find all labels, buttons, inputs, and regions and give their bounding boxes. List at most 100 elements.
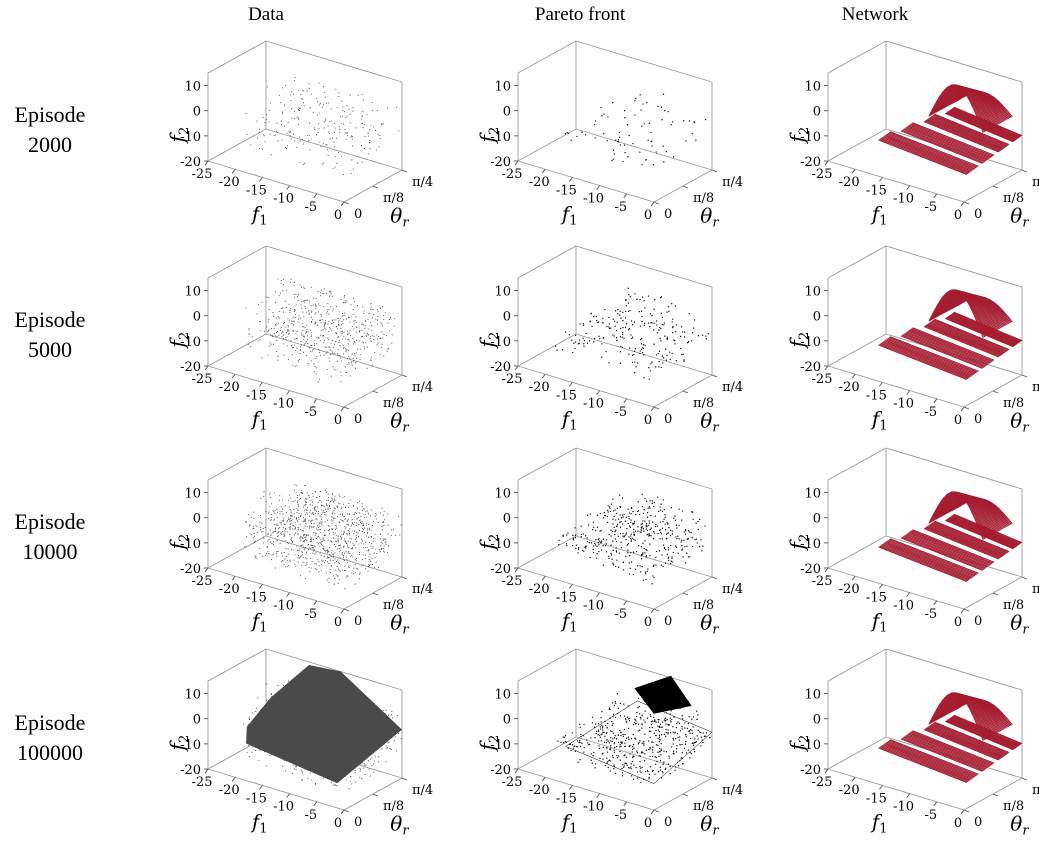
scatter-point — [284, 739, 286, 741]
scatter-point — [368, 527, 370, 529]
scatter-point — [367, 332, 369, 335]
scatter-point — [285, 147, 288, 150]
x-tick-label: -20 — [529, 380, 550, 395]
scatter-point — [325, 514, 327, 516]
scatter-point — [353, 328, 355, 330]
scatter-point — [284, 104, 286, 106]
scatter-point — [263, 330, 265, 332]
scatter-point — [295, 711, 297, 713]
scatter-point — [596, 545, 598, 547]
scatter-point — [662, 772, 664, 774]
scatter-point — [297, 721, 299, 723]
scatter-point — [326, 550, 328, 552]
scatter-point — [568, 334, 570, 336]
scatter-point — [290, 749, 292, 751]
scatter-point — [260, 745, 263, 747]
scatter-point — [323, 546, 325, 548]
scatter-point — [662, 544, 665, 546]
scatter-point — [388, 747, 391, 749]
surface-line — [904, 332, 987, 367]
scatter-point — [633, 533, 636, 536]
scatter-point — [265, 552, 267, 554]
scatter-point — [292, 711, 294, 713]
box-edge — [517, 567, 655, 610]
scatter-point — [351, 138, 353, 140]
scatter-point — [372, 109, 374, 112]
scatter-point — [682, 718, 684, 720]
scatter-point — [373, 538, 375, 540]
scatter-point — [310, 305, 312, 307]
scatter-point — [661, 770, 663, 773]
scatter-point — [626, 764, 628, 766]
scatter-point — [669, 529, 672, 532]
scatter-point — [590, 312, 592, 314]
x-tick — [541, 776, 546, 782]
scatter-point — [320, 516, 322, 518]
z-axis-label-subscript: 2 — [797, 332, 812, 340]
scatter-point — [358, 530, 360, 532]
box-edge — [827, 160, 965, 203]
scatter-point — [262, 727, 264, 729]
scatter-point — [368, 328, 370, 330]
scatter-point — [283, 757, 285, 760]
scatter-point — [294, 365, 296, 367]
theta-axis-label: θr — [700, 610, 719, 637]
scatter-point — [344, 338, 346, 340]
scatter-point — [627, 156, 629, 158]
scatter-point — [304, 536, 306, 539]
scatter-point — [317, 349, 319, 351]
scatter-point — [643, 743, 645, 745]
scatter-point — [328, 735, 330, 737]
scatter-point — [321, 748, 323, 750]
scatter-point — [288, 724, 290, 726]
scatter-point — [617, 707, 620, 709]
scatter-point — [373, 339, 375, 341]
scatter-point — [669, 772, 671, 775]
x-tick-label: -10 — [273, 397, 294, 412]
scatter-point — [660, 312, 662, 314]
scatter-point — [370, 529, 372, 531]
scatter-point — [662, 565, 664, 568]
scatter-point — [330, 293, 332, 295]
scatter-point — [375, 318, 377, 320]
scatter-point — [285, 731, 287, 733]
scatter-point — [633, 520, 636, 523]
scatter-point — [624, 317, 627, 319]
scatter-point — [387, 513, 389, 515]
scatter-point — [315, 696, 318, 698]
scatter-point — [625, 310, 627, 313]
scatter-point — [620, 734, 622, 737]
scatter-point — [358, 753, 360, 755]
scatter-point — [300, 684, 302, 687]
scatter-point — [645, 749, 648, 751]
scatter-point — [562, 535, 564, 537]
scatter-point — [292, 501, 294, 503]
scatter-point — [379, 135, 381, 137]
scatter-point — [632, 746, 634, 748]
scatter-point — [248, 719, 251, 721]
scatter-point — [341, 312, 344, 315]
scatter-point — [605, 551, 608, 553]
scatter-point — [338, 719, 340, 721]
scatter-point — [315, 763, 317, 765]
scatter-point — [361, 759, 363, 762]
scatter-point — [614, 531, 616, 533]
scatter-point — [271, 728, 273, 730]
scatter-point — [366, 737, 368, 739]
x-tick — [851, 575, 856, 581]
scatter-point — [632, 743, 635, 746]
scatter-point — [655, 564, 657, 566]
scatter-point — [290, 540, 292, 542]
scatter-point — [705, 732, 708, 734]
scatter-point — [299, 349, 301, 351]
scatter-point — [317, 559, 319, 561]
scatter-point — [374, 557, 376, 559]
scatter-point — [260, 517, 262, 519]
scatter-point — [700, 745, 702, 747]
scatter-point — [247, 733, 250, 735]
scatter-point — [355, 723, 357, 725]
scatter-point — [301, 687, 303, 689]
scatter-point — [641, 751, 643, 753]
theta-axis-label-subscript: r — [402, 823, 409, 838]
scatter-point — [389, 724, 391, 726]
